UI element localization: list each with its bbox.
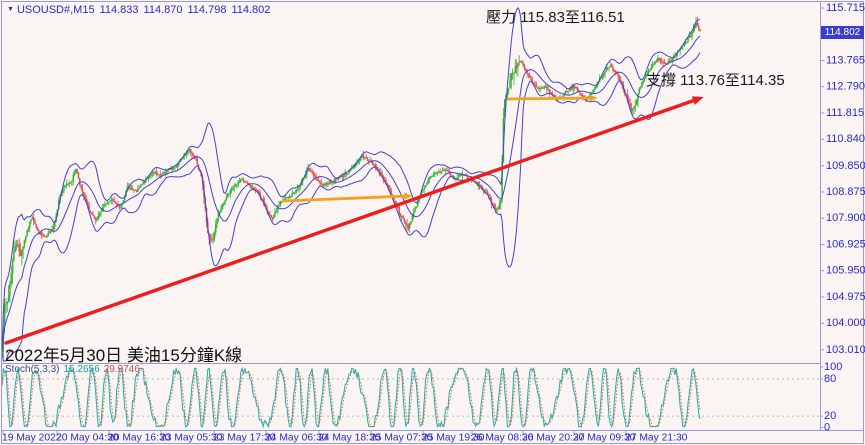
time-axis-label: 24 May 18:30: [318, 433, 381, 444]
support-arrow-2-head: [589, 94, 598, 102]
bollinger-middle-band: [1, 35, 701, 352]
price-axis-label: 103.010: [826, 344, 865, 356]
time-axis-label: 23 May 05:30: [160, 433, 223, 444]
time-axis-label: 20 May 16:30: [108, 433, 171, 444]
resistance-annotation: 壓力 115.83至116.51: [486, 9, 625, 26]
candle-bodies-down: [1, 22, 701, 352]
support-arrow-2: [506, 96, 595, 101]
stochastic-label: Stoch(5,3,3) 15.2656 29.9746: [5, 364, 140, 375]
candle-wicks-down: [1, 16, 701, 355]
price-axis-label: 112.790: [826, 81, 865, 93]
ohlc-high: 114.870: [143, 4, 183, 16]
price-axis-label: 105.950: [826, 265, 865, 277]
ohlc-low: 114.798: [187, 4, 227, 16]
stochastic-k-line: [1, 366, 701, 429]
current-price-badge: 114.802: [821, 26, 864, 39]
time-axis-label: 20 May 04:30: [56, 433, 119, 444]
ohlc-close: 114.802: [231, 4, 271, 16]
stochastic-k-value: 15.2656: [63, 364, 100, 375]
bollinger-upper-band: [1, 7, 701, 352]
time-axis-label: 26 May 20:30: [522, 433, 585, 444]
price-axis-label: 115.715: [826, 2, 865, 14]
support-annotation: 支撐 113.76至114.35: [646, 72, 785, 89]
time-axis-label: 27 May 21:30: [625, 433, 688, 444]
price-axis-label: 110.840: [826, 133, 865, 145]
support-arrow-1-head: [404, 192, 413, 200]
primary-uptrend-arrow-head: [691, 96, 704, 105]
price-axis-label: 107.900: [826, 212, 865, 224]
stoch-axis-label: 0: [824, 422, 830, 434]
price-axis-label: 111.815: [826, 107, 864, 119]
price-axis-label: 113.765: [826, 55, 865, 67]
price-axis-label: 109.850: [826, 160, 865, 172]
stochastic-name: Stoch(5,3,3): [5, 364, 60, 375]
time-axis-label: 26 May 08:30: [471, 433, 534, 444]
chart-caption: 2022年5月30日 美油15分鐘K線: [5, 346, 243, 365]
stochastic-d-line: [1, 367, 701, 428]
time-axis-label: 25 May 19:30: [422, 433, 485, 444]
stoch-axis-label: 100: [824, 361, 842, 373]
price-axis-label: 104.975: [826, 291, 865, 303]
ohlc-open: 114.833: [99, 4, 139, 16]
symbol-dropdown-icon[interactable]: ▼: [7, 6, 14, 13]
stoch-axis-label: 20: [824, 410, 836, 422]
support-arrow-1: [281, 194, 410, 203]
symbol-label: USOUSD#,M15: [16, 4, 95, 16]
price-axis-label: 104.000: [826, 317, 865, 329]
time-axis-label: 24 May 06:30: [265, 433, 328, 444]
candle-bodies-up: [2, 22, 697, 352]
stoch-axis-label: 80: [824, 373, 836, 385]
time-axis-label: 19 May 2022: [2, 433, 62, 444]
time-axis-label: 23 May 17:30: [213, 433, 276, 444]
price-axis-label: 108.875: [826, 186, 865, 198]
stochastic-d-value: 29.9746: [103, 364, 140, 375]
primary-uptrend-arrow: [4, 97, 700, 345]
time-axis-label: 27 May 09:30: [573, 433, 636, 444]
time-axis-label: 25 May 07:30: [370, 433, 433, 444]
price-axis-label: 106.925: [826, 239, 865, 251]
symbol-header: ▼ USOUSD#,M15 114.833 114.870 114.798 114.802: [7, 4, 270, 16]
